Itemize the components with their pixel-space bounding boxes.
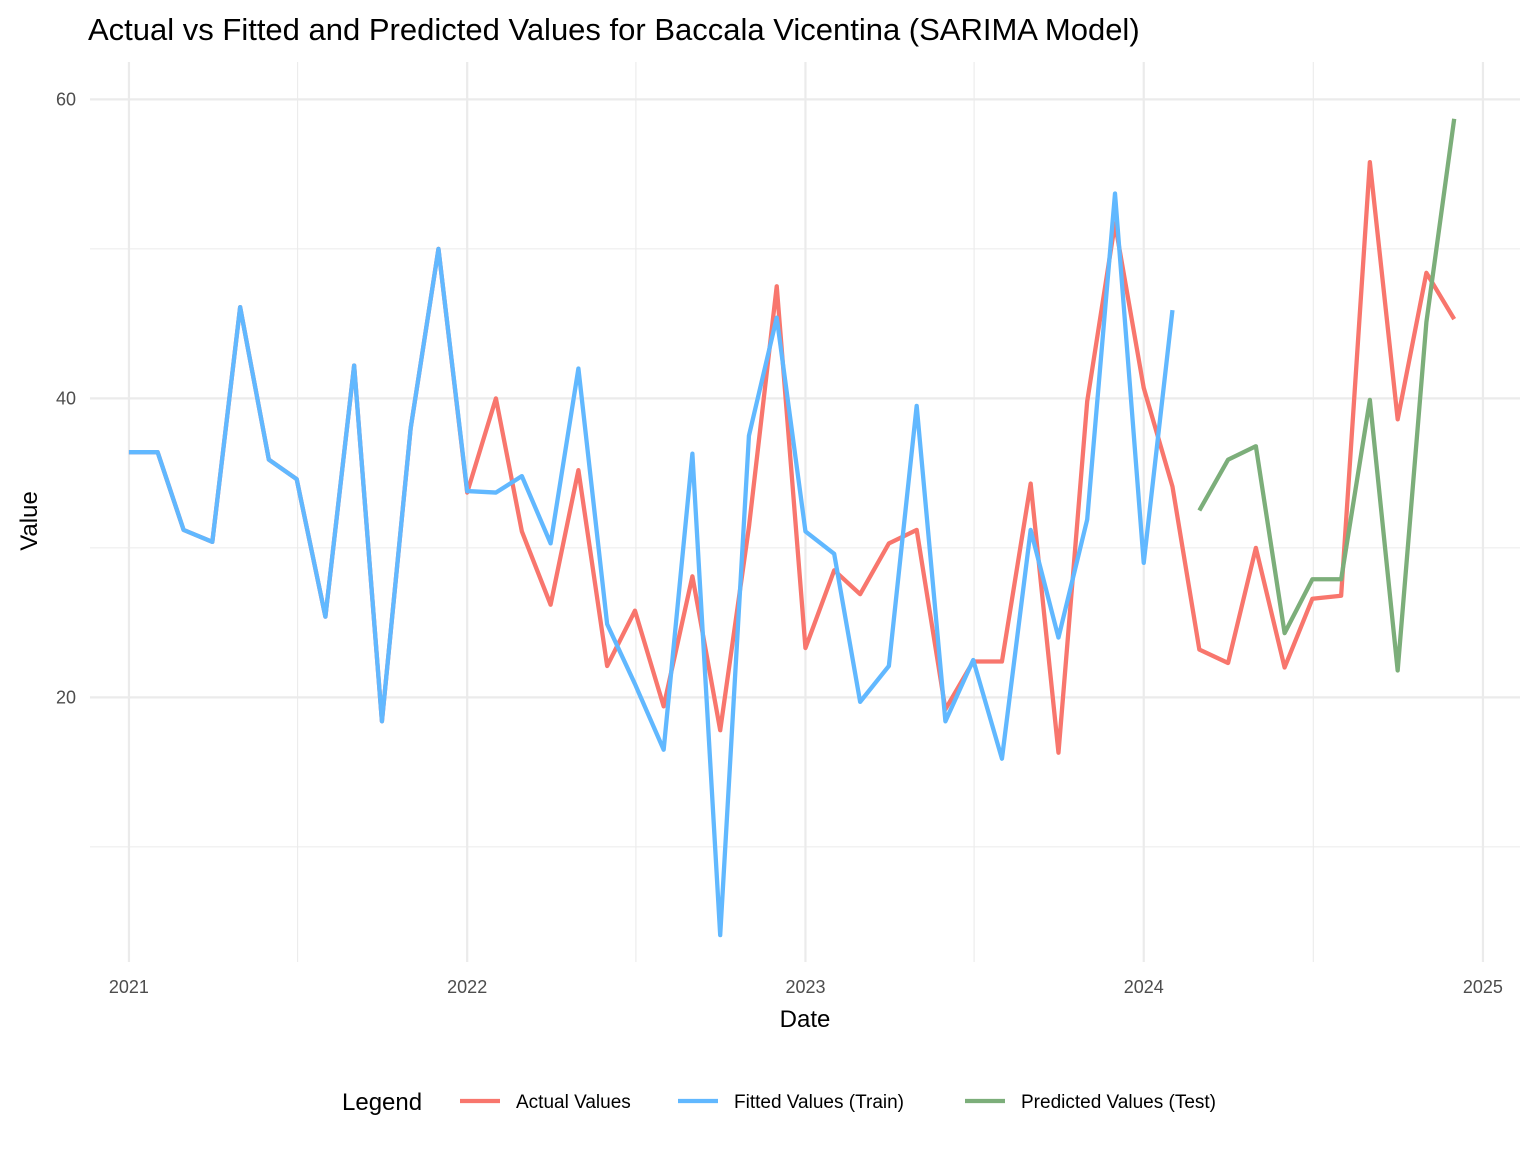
y-axis-title: Value: [16, 491, 43, 551]
x-tick-label: 2022: [447, 977, 487, 997]
y-tick-labels: 20 40 60: [56, 89, 76, 707]
x-tick-labels: 2021 2022 2023 2024 2025: [109, 977, 1503, 997]
grid: [90, 62, 1520, 962]
series-line-predicted-values-test: [1197, 118, 1457, 673]
x-tick-label: 2021: [109, 977, 149, 997]
series-line-actual-values: [128, 160, 1457, 755]
legend-label-predicted-values-test: Predicted Values (Test): [1021, 1092, 1216, 1113]
legend-title: Legend: [342, 1089, 422, 1116]
series-lines: [128, 118, 1457, 938]
x-tick-label: 2023: [785, 977, 825, 997]
x-tick-label: 2025: [1463, 977, 1503, 997]
y-tick-label: 60: [56, 89, 76, 109]
y-tick-label: 40: [56, 388, 76, 408]
legend-label-actual-values: Actual Values: [516, 1092, 631, 1113]
x-axis-title: Date: [780, 1006, 831, 1033]
x-tick-label: 2024: [1124, 977, 1164, 997]
series-line-fitted-values-train: [128, 191, 1175, 938]
legend-label-fitted-values-train: Fitted Values (Train): [734, 1092, 904, 1113]
y-tick-label: 20: [56, 687, 76, 707]
chart-title: Actual vs Fitted and Predicted Values fo…: [88, 12, 1140, 47]
legend: Legend Actual Values Fitted Values (Train…: [342, 1089, 1216, 1116]
